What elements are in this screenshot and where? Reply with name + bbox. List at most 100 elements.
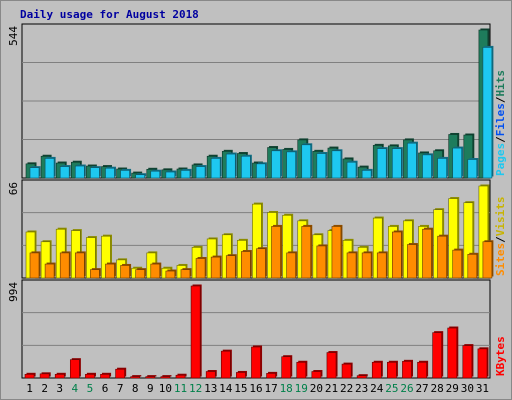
bar-kbytes-kbytes-day-15: [236, 372, 246, 379]
bar-kbytes-kbytes-day-18: [281, 356, 292, 379]
bar-kbytes-kbytes-day-30: [462, 345, 473, 379]
bar-kbytes-kbytes-day-10-shadow: [162, 375, 172, 377]
x-tick-label-day-26: 26: [400, 382, 413, 395]
x-tick-label-day-25: 25: [385, 382, 398, 395]
bar-visits-sites-sites-day-11: [180, 269, 191, 279]
bar-kbytes-kbytes-day-26: [402, 361, 412, 379]
bar-kbytes-kbytes-day-12: [190, 285, 201, 379]
bar-hits-files-files-day-3: [59, 166, 70, 179]
bar-visits-sites-sites-day-9: [150, 263, 161, 279]
bar-visits-sites-sites-day-8: [135, 269, 145, 279]
bar-visits-sites-sites-day-16: [256, 248, 266, 279]
x-tick-label-day-16: 16: [249, 382, 262, 395]
bar-hits-files-files-day-10: [165, 171, 176, 179]
bar-visits-sites-sites-day-6: [105, 263, 115, 279]
x-tick-label-day-23: 23: [355, 382, 368, 395]
bar-visits-sites-sites-day-30: [467, 254, 478, 279]
bar-kbytes-kbytes-day-21: [326, 352, 337, 379]
bar-kbytes-kbytes-day-9: [145, 376, 156, 379]
x-tick-label-day-7: 7: [117, 382, 124, 395]
bar-visits-sites-sites-day-29: [452, 249, 463, 279]
legend-entry: Pages: [494, 143, 507, 176]
legend-entry: /: [494, 236, 507, 243]
bar-visits-sites-sites-day-28: [437, 235, 447, 279]
bar-kbytes-kbytes-day-16: [251, 346, 261, 379]
bar-kbytes-kbytes-day-29: [447, 327, 458, 379]
bar-visits-sites-sites-day-22: [346, 252, 357, 279]
bar-hits-files-files-day-9: [150, 170, 161, 179]
bar-hits-files-files-day-19: [301, 144, 312, 179]
bar-hits-files-files-day-26: [407, 142, 417, 179]
bar-hits-files-files-day-18: [286, 151, 296, 179]
bar-visits-sites-sites-day-26: [407, 244, 417, 279]
x-tick-label-day-20: 20: [310, 382, 323, 395]
x-tick-label-day-27: 27: [415, 382, 428, 395]
legend-entry: /: [494, 96, 507, 103]
bar-visits-sites-sites-day-17: [271, 226, 281, 279]
chart-title: Daily usage for August 2018: [20, 8, 199, 21]
bar-kbytes-kbytes-day-20: [311, 371, 322, 379]
panel-hits-files-ymax-label: 544: [7, 26, 20, 46]
bar-visits-sites-sites-day-1: [29, 252, 40, 279]
chart-panels: 544Pages/Files/Hits66Sites/Visits994KByt…: [7, 23, 507, 379]
bar-visits-sites-sites-day-10: [165, 270, 176, 279]
bar-hits-files-files-day-15: [241, 155, 251, 179]
bar-kbytes-kbytes-day-31: [477, 348, 488, 379]
bar-kbytes-kbytes-day-19: [296, 361, 307, 379]
x-tick-label-day-3: 3: [56, 382, 63, 395]
bar-visits-sites-sites-day-31: [482, 241, 493, 279]
x-tick-label-day-4: 4: [72, 382, 79, 395]
bar-kbytes-kbytes-day-2: [39, 373, 50, 379]
legend-entry: Visits: [494, 197, 507, 237]
bar-hits-files-files-day-25: [392, 148, 402, 179]
x-tick-label-day-24: 24: [370, 382, 384, 395]
bar-hits-files-files-day-14: [225, 153, 236, 179]
bar-visits-sites-sites-day-20: [316, 245, 327, 279]
panel-visits-sites-legend: Sites/Visits: [494, 197, 507, 277]
bar-kbytes-kbytes-day-8: [130, 376, 141, 379]
bar-kbytes-kbytes-day-1: [24, 373, 35, 379]
bar-kbytes-kbytes-day-7: [115, 368, 125, 379]
bar-hits-files-files-day-27: [422, 154, 432, 179]
bar-hits-files-files-day-22: [346, 161, 357, 179]
bar-kbytes-kbytes-day-24: [371, 361, 382, 379]
bar-kbytes-kbytes-day-13: [205, 371, 216, 379]
x-tick-label-day-5: 5: [87, 382, 94, 395]
bar-kbytes-kbytes-day-14: [220, 350, 231, 379]
x-tick-label-day-17: 17: [264, 382, 277, 395]
panel-kbytes: 994 KBytes: [7, 279, 507, 379]
bar-kbytes-kbytes-day-4: [69, 359, 80, 379]
x-tick-label-day-1: 1: [26, 382, 33, 395]
legend-entry: /: [494, 136, 507, 143]
bar-hits-files-files-day-24: [376, 148, 387, 179]
bar-visits-sites-sites-day-13: [210, 256, 221, 279]
bar-hits-files-files-day-11: [180, 170, 191, 179]
bar-visits-sites-sites-day-14: [225, 255, 236, 279]
panel-visits-sites-ymax-label: 66: [7, 182, 20, 195]
bar-kbytes-kbytes-day-3: [54, 373, 65, 379]
bar-hits-files-files-day-8: [135, 174, 145, 179]
bar-visits-sites-sites-day-7: [120, 265, 130, 279]
bar-kbytes-kbytes-day-22: [341, 363, 352, 379]
x-tick-label-day-12: 12: [189, 382, 202, 395]
x-tick-label-day-19: 19: [295, 382, 308, 395]
x-axis-day-labels: 1 2 3 4 5 6 7 8 9 10 11 12 13 14 15 16 17 18 19 20 21 22 23 24 2…: [26, 382, 489, 395]
legend-entry: Sites: [494, 243, 507, 276]
x-tick-label-day-14: 14: [219, 382, 233, 395]
bar-visits-sites-sites-day-12: [195, 258, 206, 279]
bar-visits-sites-sites-day-4: [74, 252, 85, 279]
bar-hits-files-files-day-28: [437, 158, 447, 179]
bar-visits-sites-sites-day-3: [59, 252, 70, 279]
bar-hits-files-files-day-4: [74, 165, 85, 179]
bar-kbytes-kbytes-day-6: [100, 373, 110, 379]
x-tick-label-day-10: 10: [159, 382, 172, 395]
legend-entry: Files: [494, 103, 507, 136]
x-tick-label-day-30: 30: [461, 382, 474, 395]
x-tick-label-day-11: 11: [174, 382, 187, 395]
bar-hits-files-files-day-1: [29, 167, 40, 179]
x-tick-label-day-13: 13: [204, 382, 217, 395]
bar-hits-files-files-day-12: [195, 166, 206, 179]
bar-visits-sites-sites-day-15: [241, 251, 251, 279]
bar-hits-files-files-day-17: [271, 150, 281, 179]
